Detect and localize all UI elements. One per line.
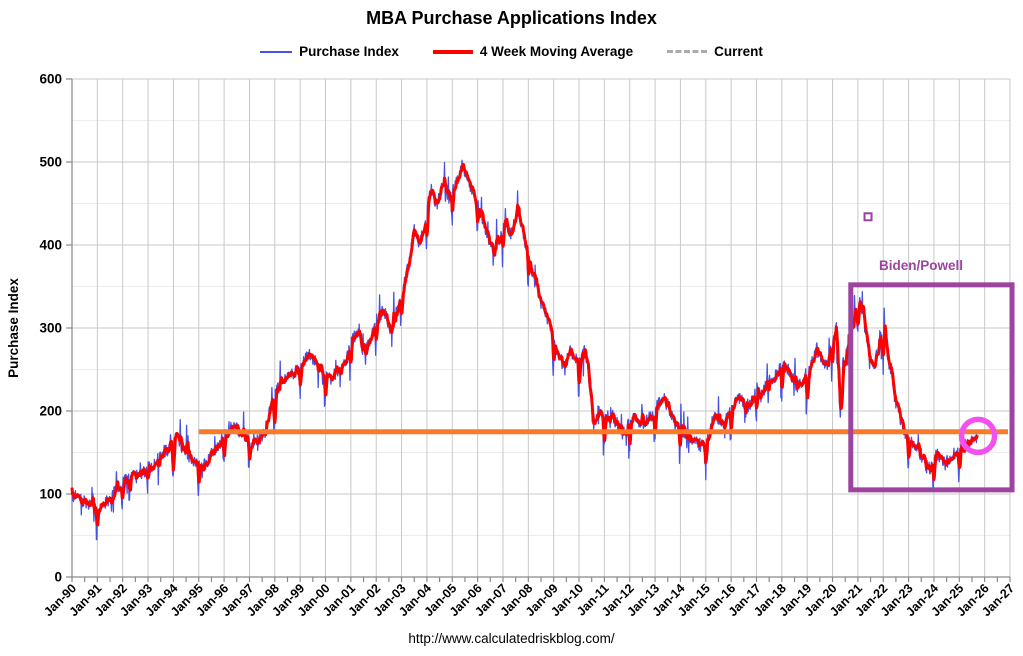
biden-powell-annotation-label: Biden/Powell (879, 258, 964, 273)
legend: Purchase Index 4 Week Moving Average Cur… (0, 44, 1023, 59)
y-tick-label: 0 (54, 570, 62, 585)
y-axis-title: Purchase Index (6, 278, 21, 378)
y-tick-label: 400 (39, 238, 62, 253)
y-tick-label: 100 (39, 487, 62, 502)
data-series (70, 159, 979, 541)
y-tick-label: 200 (39, 404, 62, 419)
current-dashed-sample-icon (667, 50, 708, 53)
legend-item-current: Current (667, 44, 763, 59)
legend-label: Purchase Index (299, 44, 399, 59)
y-tick-label: 300 (39, 321, 62, 336)
legend-item-purchase-index: Purchase Index (260, 44, 399, 59)
legend-label: 4 Week Moving Average (479, 44, 634, 59)
gridlines-major (72, 78, 1011, 577)
moving-average-line (70, 163, 979, 527)
source-url: http://www.calculatedriskblog.com/ (408, 631, 615, 646)
y-tick-label: 600 (39, 72, 62, 87)
annotations (848, 212, 1015, 493)
axes (66, 78, 1011, 582)
legend-item-moving-average: 4 Week Moving Average (432, 44, 634, 59)
legend-label: Current (714, 44, 763, 59)
gridlines-minor (72, 120, 1010, 536)
y-tick-label: 500 (39, 155, 62, 170)
purchase-index-line (71, 159, 978, 541)
page-title: MBA Purchase Applications Index (366, 8, 657, 28)
moving-average-line-sample-icon (432, 49, 473, 54)
purchase-index-line-sample-icon (260, 50, 293, 53)
